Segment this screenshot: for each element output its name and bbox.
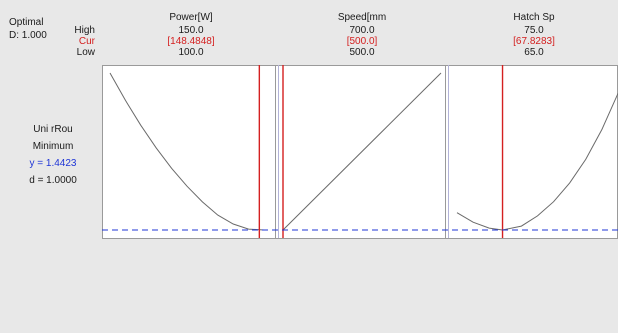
factor-name-power: Power[W]	[169, 12, 213, 23]
row-label-cur: Cur	[78, 36, 95, 47]
response-curve-power	[109, 72, 265, 231]
response-y-value: y = 1.4423	[29, 158, 77, 169]
composite-desirability-label: D: 1.000	[9, 30, 47, 41]
factor-low-speed: 500.0	[349, 47, 375, 58]
plot-area-background	[102, 65, 618, 238]
plot-frame	[102, 65, 618, 239]
factor-cur-hatch: [67.8283]	[513, 36, 555, 47]
response-d-value: d = 1.0000	[29, 175, 77, 186]
factor-high-speed: 700.0	[349, 25, 375, 36]
row-label-high: High	[74, 25, 95, 36]
response-curve-hatch	[456, 93, 618, 231]
factor-low-hatch: 65.0	[524, 47, 544, 58]
factor-low-power: 100.0	[178, 47, 204, 58]
row-label-low: Low	[76, 47, 95, 58]
factor-cur-power: [148.4848]	[167, 36, 215, 47]
response-name: Uni rRou	[33, 124, 73, 135]
factor-name-speed: Speed[mm	[337, 12, 387, 23]
factor-name-hatch: Hatch Sp	[513, 12, 555, 23]
response-goal: Minimum	[32, 141, 74, 152]
optimal-label: Optimal	[9, 17, 44, 28]
factor-cur-speed: [500.0]	[346, 36, 378, 47]
factor-high-power: 150.0	[178, 25, 204, 36]
factor-high-hatch: 75.0	[524, 25, 544, 36]
response-curve-speed	[282, 72, 442, 231]
